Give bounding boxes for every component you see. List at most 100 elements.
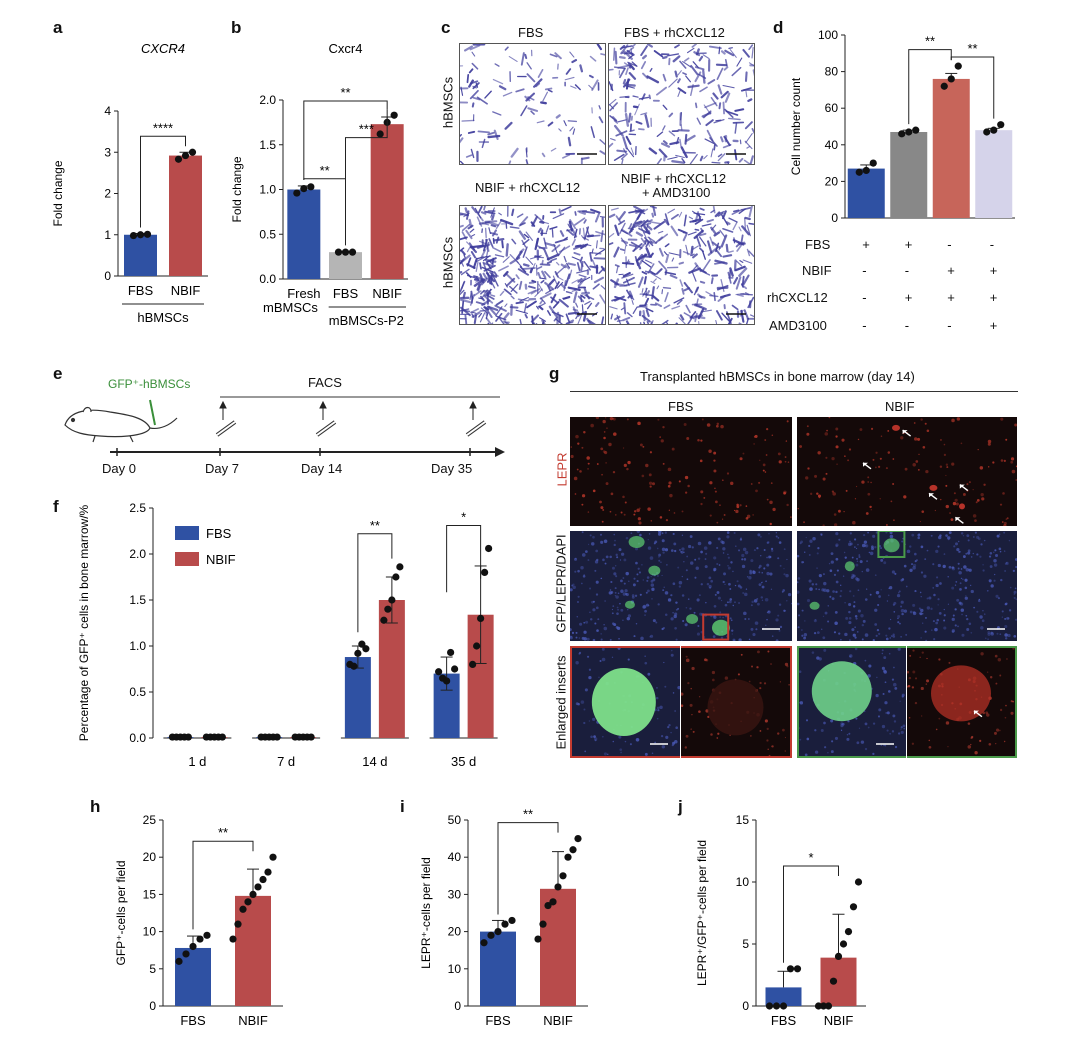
signal-dot	[668, 724, 671, 727]
signal-dot	[747, 618, 750, 620]
signal-dot	[893, 519, 895, 521]
stained-cell	[653, 50, 664, 58]
stained-cell	[469, 228, 475, 233]
stained-cell	[460, 134, 462, 138]
signal-dot	[572, 585, 576, 590]
signal-dot	[673, 614, 677, 619]
signal-dot	[600, 577, 603, 580]
stained-cell	[678, 211, 683, 218]
signal-dot	[617, 648, 621, 650]
stained-cell	[746, 248, 751, 257]
signal-dot	[840, 638, 842, 641]
panel-letter-g: g	[549, 364, 560, 383]
stained-cell	[682, 61, 692, 68]
cell-blob-1	[844, 561, 855, 572]
signal-dot	[804, 620, 806, 622]
signal-dot	[954, 498, 958, 502]
stained-cell	[475, 276, 486, 282]
signal-dot	[678, 480, 681, 483]
signal-dot	[951, 566, 955, 569]
signal-dot	[989, 565, 993, 568]
stained-cell	[555, 266, 566, 276]
stained-cell	[622, 136, 628, 150]
stained-cell	[510, 295, 515, 300]
stained-cell	[600, 230, 604, 243]
signal-dot	[634, 547, 639, 551]
stained-cell	[599, 150, 605, 155]
panel-c-title-nbif-cxcl12-amd-2: + AMD3100	[642, 185, 711, 200]
signal-dot	[603, 431, 606, 433]
stained-cell	[590, 126, 596, 139]
signal-dot	[911, 533, 915, 537]
signal-dot	[759, 687, 762, 690]
y-tick-label-j-2: 10	[736, 875, 750, 889]
stained-cell	[589, 252, 593, 262]
signal-dot	[952, 614, 955, 617]
data-point-f-0-2-4	[362, 645, 370, 653]
stained-cell	[707, 79, 716, 85]
signal-dot	[658, 556, 660, 558]
signal-dot	[889, 618, 892, 621]
panel-d-sign-0-1: +	[904, 237, 913, 252]
stained-cell	[720, 136, 724, 143]
signal-dot	[799, 542, 802, 545]
signal-dot	[1014, 587, 1017, 590]
cell-blob-1	[648, 565, 661, 576]
signal-dot	[657, 531, 662, 534]
stained-cell	[586, 317, 592, 324]
signal-dot	[855, 547, 858, 550]
signal-dot	[624, 501, 627, 504]
stained-cell	[621, 45, 633, 49]
signal-dot	[634, 594, 638, 597]
signal-dot	[977, 537, 981, 541]
signal-dot	[861, 570, 863, 573]
signal-dot	[995, 594, 999, 598]
stained-cell	[650, 321, 653, 324]
signal-dot	[602, 450, 606, 454]
signal-dot	[762, 463, 766, 467]
signal-dot	[973, 606, 976, 609]
signal-dot	[976, 610, 979, 613]
signal-dot	[648, 533, 651, 535]
stained-cell	[596, 240, 598, 249]
signal-dot	[913, 437, 918, 441]
significance-bracket-b-1	[345, 109, 388, 246]
signal-dot	[892, 714, 896, 718]
signal-dot	[726, 531, 730, 534]
signal-dot	[700, 550, 703, 554]
signal-dot	[868, 551, 871, 554]
stained-cell	[640, 45, 648, 56]
signal-dot	[632, 583, 636, 587]
signal-dot	[714, 593, 717, 596]
significance-label-a-0: ****	[153, 120, 173, 135]
signal-dot	[997, 597, 1000, 600]
stained-cell	[627, 112, 632, 123]
stained-cell	[584, 300, 591, 305]
signal-dot	[1012, 648, 1015, 650]
signal-dot	[630, 532, 633, 535]
signal-dot	[1000, 459, 1004, 462]
stained-cell	[540, 220, 549, 225]
x-tick-label-b-0: Fresh	[287, 286, 320, 301]
signal-dot	[907, 670, 910, 674]
signal-dot	[687, 484, 690, 488]
signal-dot	[849, 540, 851, 543]
signal-dot	[872, 722, 876, 725]
stained-cell	[675, 136, 680, 145]
g-ins-nbif-r-texture	[907, 648, 1015, 755]
signal-dot	[713, 569, 716, 572]
signal-dot	[827, 751, 829, 754]
signal-dot	[874, 623, 878, 626]
signal-dot	[982, 610, 984, 612]
signal-dot	[787, 592, 792, 597]
significance-label-d-1: **	[967, 41, 977, 56]
signal-dot	[778, 629, 781, 632]
signal-dot	[616, 612, 619, 615]
signal-dot	[828, 562, 831, 565]
signal-dot	[764, 719, 768, 723]
signal-dot	[890, 500, 893, 503]
data-point-b-1-2	[348, 248, 357, 256]
legend-label-f-1: NBIF	[206, 552, 236, 567]
stained-cell	[735, 276, 742, 290]
stained-cell	[736, 293, 744, 297]
